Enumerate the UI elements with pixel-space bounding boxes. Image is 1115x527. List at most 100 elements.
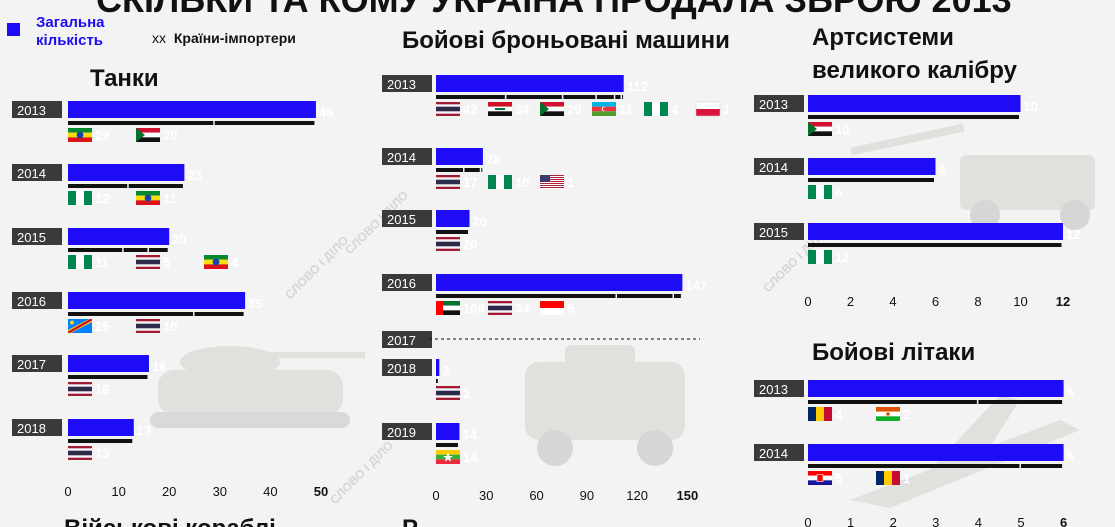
year-chip: [12, 101, 62, 118]
year-label: 2017: [17, 357, 46, 372]
flag-part: [204, 255, 228, 260]
bar-row: 2013 112 42 34 20 11 4 1: [382, 75, 730, 117]
legend-total-label: Загальна кількість: [36, 14, 109, 49]
country-bar: [808, 464, 1020, 468]
flag-part: [436, 301, 460, 306]
nigeria-flag-icon: [808, 250, 832, 264]
country-bar: [68, 375, 148, 379]
total-value: 23: [187, 168, 201, 183]
page-title: СКІЛЬКИ ТА КОМУ УКРАЇНА ПРОДАЛА ЗБРОЮ 20…: [96, 0, 1012, 20]
x-axis: 0 10 20 30 40 50: [64, 484, 328, 499]
flag-part: [136, 200, 160, 205]
flag-part: [68, 450, 92, 456]
chad-flag-icon: [876, 471, 900, 485]
country-bar: [128, 184, 183, 188]
total-value: 49: [319, 105, 333, 120]
flag-part: [808, 122, 817, 136]
country-value: 11: [619, 102, 633, 117]
flag-part: [84, 255, 92, 269]
country-value: 4: [231, 255, 239, 270]
flag-part: [540, 180, 564, 181]
flag-part: [816, 185, 824, 199]
flag-part: [436, 106, 460, 112]
flag-part: [892, 471, 900, 485]
country-bar: [214, 121, 315, 125]
country-value: 10: [515, 175, 529, 190]
year-label: 2013: [759, 97, 788, 112]
flag-part: [808, 480, 832, 485]
nigeria-flag-icon: [68, 255, 92, 269]
flag-part: [808, 131, 832, 136]
year-chip: [754, 95, 804, 112]
total-value: 12: [1066, 227, 1080, 242]
country-bar: [622, 95, 624, 99]
year-label: 2016: [387, 276, 416, 291]
flag-part: [540, 111, 564, 116]
tick-label: 30: [213, 484, 227, 499]
country-bar: [617, 294, 673, 298]
year-label: 2013: [17, 103, 46, 118]
azerbaijan-flag-icon: [592, 102, 616, 116]
country-bar: [615, 95, 621, 99]
flag-part: [204, 264, 228, 269]
total-value: 6: [939, 162, 946, 177]
dr-congo-flag-icon: [68, 319, 92, 333]
total-bar: [808, 223, 1063, 240]
bar-row: 2015 20 11 5 4: [12, 228, 239, 270]
country-value: 20: [463, 237, 477, 252]
flag-part: [824, 250, 832, 264]
x-axis: 0 2 4 6 8 10 12: [804, 294, 1070, 309]
country-value: 20: [163, 128, 177, 143]
flag-part: [488, 102, 512, 107]
ethiopia-flag-icon: [204, 255, 228, 269]
country-bar: [436, 168, 463, 172]
flag-part: [436, 310, 460, 315]
bar-row: 2016 35 25 10: [12, 292, 263, 334]
year-label: 2015: [387, 212, 416, 227]
legend-total-line2: кількість: [36, 32, 103, 49]
flag-part: [488, 175, 496, 189]
flag-part: [436, 241, 460, 247]
year-label: 2014: [17, 166, 46, 181]
tick-label: 60: [529, 488, 543, 503]
year-chip: [382, 148, 432, 165]
country-bar: [436, 443, 458, 447]
tick-label: 120: [626, 488, 648, 503]
total-value: 2: [442, 363, 449, 378]
country-bar: [436, 230, 469, 234]
flag-part: [592, 111, 616, 116]
bar-row: 2013 6 4 2: [754, 380, 1074, 422]
country-value: 16: [95, 382, 109, 397]
tick-label: 5: [1017, 515, 1024, 527]
flag-part: [876, 407, 900, 412]
year-chip: [382, 423, 432, 440]
tick-label: 0: [64, 484, 71, 499]
tick-label: 10: [111, 484, 125, 499]
flag-part: [540, 181, 564, 182]
thailand-flag-icon: [436, 386, 460, 400]
tick-label: 10: [1013, 294, 1027, 309]
total-bar: [68, 292, 246, 309]
total-bar: [808, 380, 1064, 397]
thailand-flag-icon: [436, 175, 460, 189]
legend-countries-text: Країни-імпортери: [174, 30, 296, 46]
chart-2: Артсистеми великого калібру 2013 10 10 2014 6 6…: [754, 24, 1080, 309]
total-bar: [68, 228, 170, 245]
sudan-flag-icon: [808, 122, 832, 136]
bar-row: 2014 6 5 1: [754, 444, 1074, 486]
chart-3: Бойові літаки 2013 6 4 2 2014 6 5 1 0 1 2 3 4 5 6: [754, 339, 1074, 527]
year-chip: [382, 274, 432, 291]
flag-part: [876, 416, 900, 421]
country-value: 13: [95, 446, 109, 461]
tick-label: 0: [804, 294, 811, 309]
flag-part: [68, 386, 92, 392]
year-label: 2016: [17, 294, 46, 309]
flag-part: [68, 128, 92, 133]
country-value: 25: [95, 319, 109, 334]
country-value: 11: [163, 191, 177, 206]
flag-part: [696, 102, 720, 109]
ethiopia-flag-icon: [68, 128, 92, 142]
country-bar: [808, 400, 977, 404]
total-value: 6: [1067, 448, 1074, 463]
